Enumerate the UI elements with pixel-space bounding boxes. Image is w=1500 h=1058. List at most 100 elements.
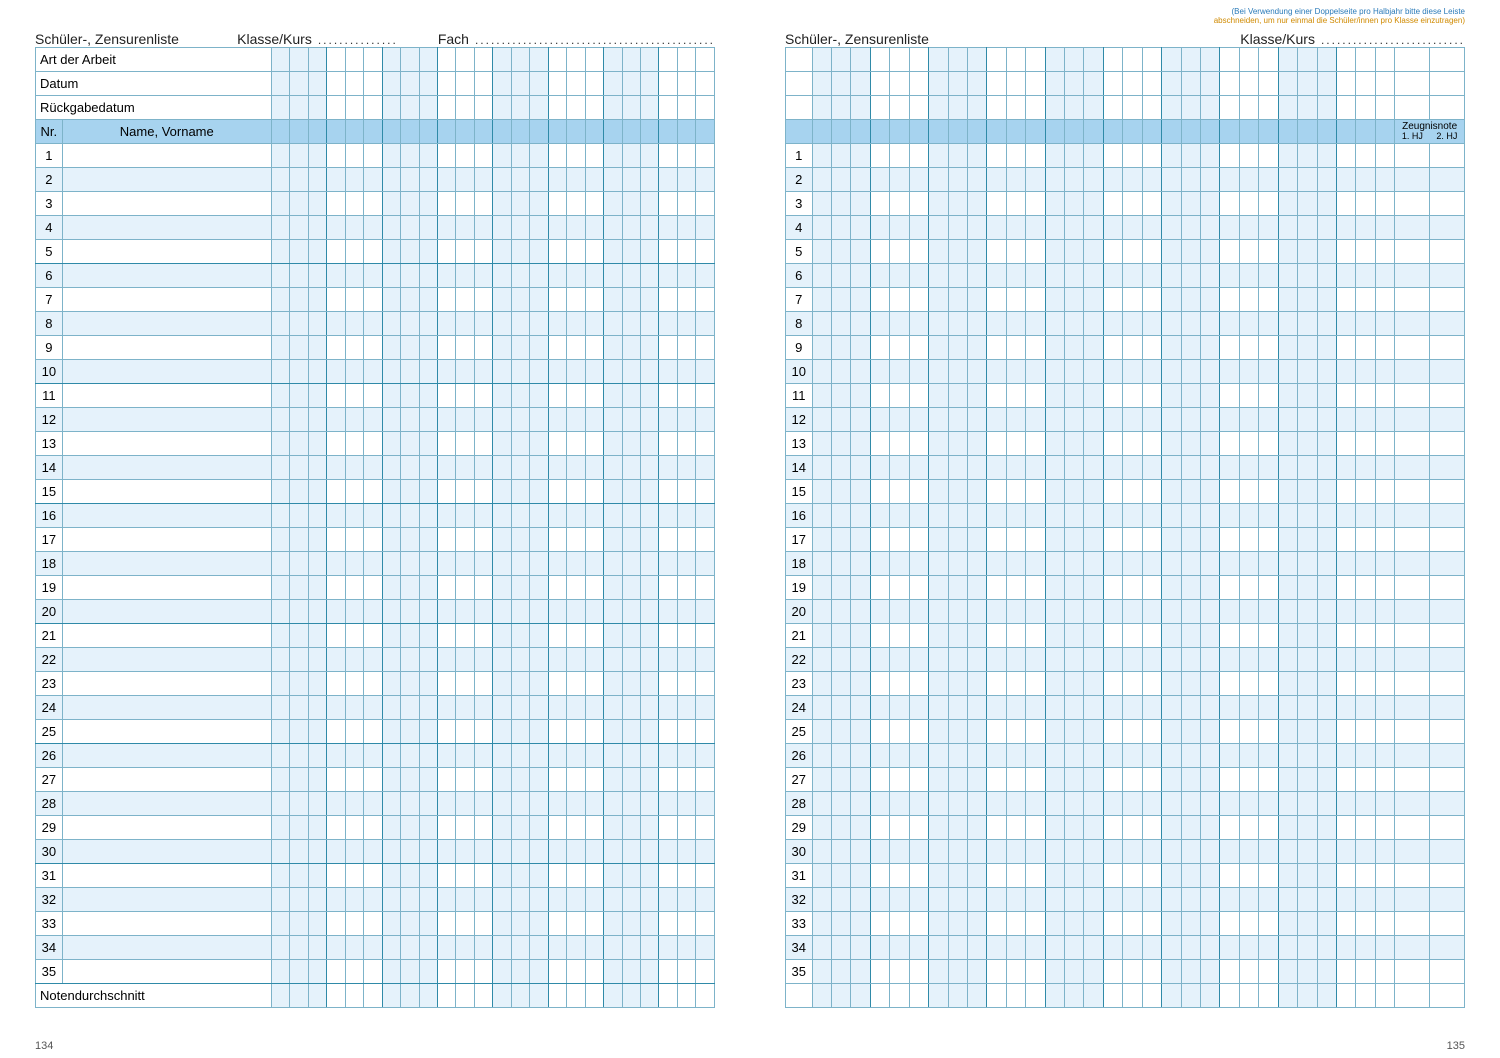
grade-cell bbox=[290, 48, 308, 72]
grade-cell bbox=[1006, 744, 1025, 768]
grade-cell bbox=[271, 480, 289, 504]
grade-cell bbox=[812, 480, 831, 504]
grade-cell bbox=[1239, 384, 1258, 408]
grade-cell bbox=[1065, 264, 1084, 288]
grade-cell bbox=[1317, 216, 1336, 240]
grade-cell bbox=[308, 168, 326, 192]
left-title: Schüler-, Zensurenliste bbox=[35, 31, 179, 47]
grade-cell bbox=[1084, 744, 1103, 768]
grade-cell bbox=[1239, 192, 1258, 216]
grade-cell bbox=[474, 144, 492, 168]
grade-cell bbox=[948, 240, 967, 264]
grade-cell bbox=[987, 960, 1006, 984]
grade-cell bbox=[1045, 48, 1064, 72]
grade-cell bbox=[271, 312, 289, 336]
grade-cell bbox=[474, 720, 492, 744]
grade-cell bbox=[987, 648, 1006, 672]
grade-cell bbox=[1220, 624, 1239, 648]
zeugnis-hj2-cell bbox=[1430, 624, 1465, 648]
grade-cell bbox=[851, 936, 870, 960]
grade-cell bbox=[511, 360, 529, 384]
grade-cell bbox=[585, 816, 603, 840]
grade-cell bbox=[1065, 624, 1084, 648]
student-name-cell bbox=[62, 936, 271, 960]
grade-cell bbox=[1181, 888, 1200, 912]
grade-cell bbox=[1026, 768, 1045, 792]
grade-cell bbox=[909, 840, 928, 864]
grade-cell bbox=[948, 528, 967, 552]
grade-cell bbox=[909, 168, 928, 192]
grade-cell bbox=[1026, 840, 1045, 864]
grade-cell bbox=[1298, 72, 1317, 96]
grade-cell bbox=[890, 456, 909, 480]
grade-cell bbox=[364, 696, 382, 720]
grade-cell bbox=[1103, 696, 1122, 720]
grade-cell bbox=[401, 456, 419, 480]
grade-cell bbox=[345, 72, 363, 96]
zeugnis-hj1-cell bbox=[1395, 648, 1430, 672]
grade-cell bbox=[548, 696, 566, 720]
grade-cell bbox=[1142, 432, 1161, 456]
grade-cell bbox=[1317, 432, 1336, 456]
grade-cell bbox=[1317, 312, 1336, 336]
grade-cell bbox=[1045, 264, 1064, 288]
grade-cell bbox=[419, 936, 437, 960]
grade-cell bbox=[530, 936, 548, 960]
grade-cell bbox=[1201, 360, 1220, 384]
zeugnis-hj1-cell bbox=[1395, 456, 1430, 480]
grade-cell bbox=[1142, 888, 1161, 912]
grade-cell bbox=[948, 72, 967, 96]
grade-cell bbox=[948, 864, 967, 888]
grade-cell bbox=[1123, 336, 1142, 360]
grade-cell bbox=[1162, 48, 1181, 72]
zeugnis-hj1-cell bbox=[1395, 720, 1430, 744]
grade-cell bbox=[567, 456, 585, 480]
grade-cell bbox=[327, 216, 345, 240]
grade-cell bbox=[308, 336, 326, 360]
grade-cell bbox=[585, 528, 603, 552]
grade-cell bbox=[1220, 48, 1239, 72]
grade-cell bbox=[382, 648, 400, 672]
grade-cell bbox=[929, 216, 948, 240]
grade-cell bbox=[1317, 696, 1336, 720]
grade-cell bbox=[530, 312, 548, 336]
grade-cell bbox=[493, 936, 511, 960]
grade-cell bbox=[437, 648, 455, 672]
grade-cell bbox=[1317, 912, 1336, 936]
student-name-cell bbox=[62, 672, 271, 696]
grade-cell bbox=[290, 552, 308, 576]
grade-cell bbox=[812, 720, 831, 744]
grade-cell bbox=[567, 360, 585, 384]
grade-cell bbox=[832, 504, 851, 528]
grade-cell bbox=[1356, 744, 1375, 768]
grade-cell bbox=[345, 264, 363, 288]
grade-cell bbox=[401, 960, 419, 984]
grade-cell bbox=[604, 648, 622, 672]
grade-cell bbox=[437, 432, 455, 456]
grade-cell bbox=[1278, 336, 1297, 360]
grade-cell bbox=[677, 696, 695, 720]
grade-cell bbox=[567, 312, 585, 336]
grade-cell bbox=[456, 936, 474, 960]
grade-cell bbox=[1162, 864, 1181, 888]
grade-cell bbox=[1239, 816, 1258, 840]
grade-cell bbox=[1375, 72, 1394, 96]
grade-cell bbox=[832, 288, 851, 312]
grade-cell bbox=[419, 816, 437, 840]
grade-cell bbox=[987, 144, 1006, 168]
grade-cell bbox=[1336, 192, 1355, 216]
student-name-cell bbox=[62, 600, 271, 624]
grade-cell bbox=[1045, 936, 1064, 960]
grade-cell bbox=[327, 480, 345, 504]
grade-cell bbox=[1103, 336, 1122, 360]
grade-cell bbox=[1045, 312, 1064, 336]
grade-cell bbox=[967, 360, 986, 384]
grade-cell bbox=[1006, 600, 1025, 624]
grade-cell bbox=[271, 648, 289, 672]
grade-cell bbox=[1298, 792, 1317, 816]
grade-header-cell bbox=[437, 120, 455, 144]
grade-cell bbox=[308, 240, 326, 264]
grade-cell bbox=[948, 456, 967, 480]
grade-cell bbox=[1181, 480, 1200, 504]
grade-cell bbox=[401, 216, 419, 240]
